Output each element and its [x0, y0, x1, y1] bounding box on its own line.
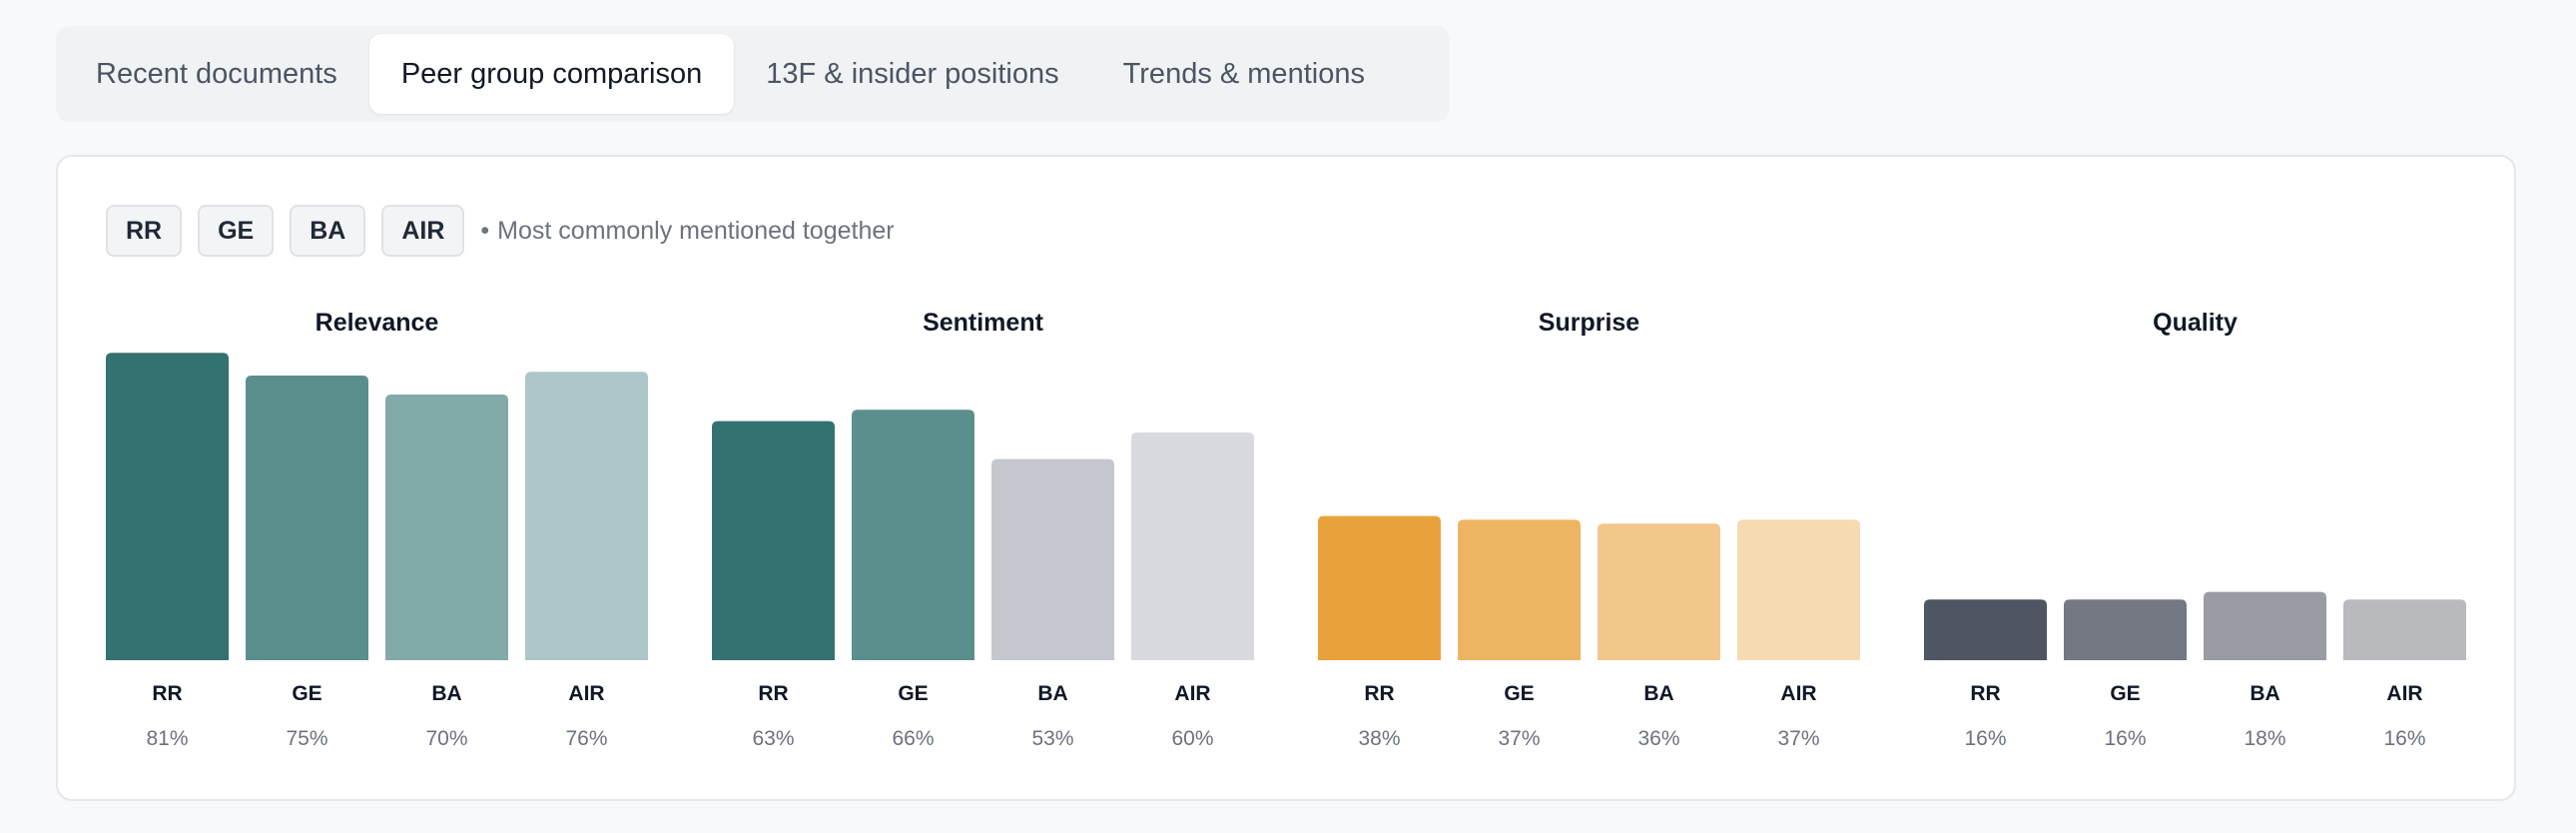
- peer-chip-rr[interactable]: RR: [106, 205, 183, 257]
- bar-quality-ba[interactable]: [2204, 591, 2326, 660]
- peer-metrics-charts: Relevance RR 81% GE 75% BA 70% AIR 76% Sentiment R…: [106, 309, 2466, 750]
- bar-relevance-ge[interactable]: [246, 376, 368, 660]
- bar-value-surprise-rr: 38%: [1358, 727, 1400, 750]
- bar-value-surprise-ge: 37%: [1498, 727, 1540, 750]
- bar-label-sentiment-ge: GE: [898, 682, 928, 705]
- chart-relevance: Relevance RR 81% GE 75% BA 70% AIR 76%: [106, 309, 648, 750]
- bar-sentiment-ba[interactable]: [991, 458, 1114, 660]
- bar-sentiment-air[interactable]: [1131, 432, 1254, 660]
- chart-surprise: Surprise RR 38% GE 37% BA 36% AIR 37%: [1318, 309, 1860, 750]
- tab-peer-group-comparison[interactable]: Peer group comparison: [368, 34, 735, 114]
- bar-value-relevance-rr: 81%: [146, 727, 188, 750]
- chart-sentiment: Sentiment RR 63% GE 66% BA 53% AIR 60%: [712, 309, 1254, 750]
- peer-chip-ba[interactable]: BA: [290, 205, 366, 257]
- bar-value-sentiment-air: 60%: [1171, 727, 1213, 750]
- bullet-separator: •: [480, 216, 490, 245]
- bar-value-quality-air: 16%: [2383, 727, 2425, 750]
- bar-value-relevance-ba: 70%: [425, 727, 467, 750]
- bar-value-relevance-ge: 75%: [286, 727, 327, 750]
- bar-label-sentiment-air: AIR: [1174, 682, 1210, 705]
- chart-title-surprise: Surprise: [1539, 309, 1640, 337]
- bar-value-sentiment-ba: 53%: [1031, 727, 1073, 750]
- bar-sentiment-ge[interactable]: [852, 410, 974, 660]
- peer-chip-ge[interactable]: GE: [198, 205, 275, 257]
- bar-label-quality-air: AIR: [2386, 682, 2422, 705]
- bar-surprise-air[interactable]: [1737, 519, 1860, 660]
- bar-relevance-rr[interactable]: [106, 353, 229, 660]
- bar-quality-ge[interactable]: [2064, 599, 2187, 660]
- bar-quality-air[interactable]: [2343, 599, 2466, 660]
- chart-title-quality: Quality: [2153, 309, 2238, 337]
- bar-value-quality-ba: 18%: [2244, 727, 2285, 750]
- peer-ticker-list: RR GE BA AIR • Most commonly mentioned to…: [106, 205, 895, 257]
- bar-value-quality-ge: 16%: [2104, 727, 2146, 750]
- tab-recent-documents[interactable]: Recent documents: [96, 57, 337, 90]
- bar-label-surprise-ge: GE: [1504, 682, 1534, 705]
- chart-quality: Quality RR 16% GE 16% BA 18% AIR 16%: [1924, 309, 2466, 750]
- bar-value-surprise-air: 37%: [1777, 727, 1819, 750]
- tab-trends-mentions[interactable]: Trends & mentions: [1122, 57, 1365, 90]
- bar-label-relevance-ge: GE: [292, 682, 322, 705]
- peer-chip-air[interactable]: AIR: [381, 205, 465, 257]
- peer-note: • Most commonly mentioned together: [480, 217, 894, 246]
- peer-note-text: Most commonly mentioned together: [497, 216, 895, 245]
- chart-title-sentiment: Sentiment: [923, 309, 1044, 337]
- bar-value-relevance-air: 76%: [565, 727, 607, 750]
- bar-label-relevance-rr: RR: [152, 682, 182, 705]
- bar-quality-rr[interactable]: [1924, 599, 2047, 660]
- bar-value-quality-rr: 16%: [1964, 727, 2006, 750]
- bar-value-surprise-ba: 36%: [1637, 727, 1679, 750]
- bar-label-surprise-ba: BA: [1643, 682, 1673, 705]
- bar-sentiment-rr[interactable]: [712, 420, 835, 660]
- bar-label-surprise-rr: RR: [1364, 682, 1394, 705]
- bar-label-relevance-air: AIR: [568, 682, 604, 705]
- bar-label-quality-rr: RR: [1970, 682, 2000, 705]
- bar-value-sentiment-ge: 66%: [892, 727, 934, 750]
- bar-label-sentiment-rr: RR: [758, 682, 788, 705]
- bar-label-quality-ba: BA: [2250, 682, 2279, 705]
- bar-surprise-ba[interactable]: [1598, 523, 1720, 660]
- bar-label-surprise-air: AIR: [1780, 682, 1816, 705]
- bar-label-quality-ge: GE: [2110, 682, 2140, 705]
- bar-relevance-air[interactable]: [525, 372, 648, 660]
- bar-value-sentiment-rr: 63%: [752, 727, 794, 750]
- peer-comparison-card: RR GE BA AIR • Most commonly mentioned to…: [56, 155, 2516, 801]
- chart-title-relevance: Relevance: [316, 309, 439, 337]
- bar-surprise-rr[interactable]: [1318, 515, 1441, 660]
- bar-label-relevance-ba: BA: [431, 682, 461, 705]
- bar-label-sentiment-ba: BA: [1037, 682, 1067, 705]
- tab-13f-insider-positions[interactable]: 13F & insider positions: [766, 57, 1059, 90]
- tab-bar: Recent documents Peer group comparison 1…: [56, 26, 1450, 122]
- bar-relevance-ba[interactable]: [385, 395, 508, 660]
- bar-surprise-ge[interactable]: [1458, 519, 1581, 660]
